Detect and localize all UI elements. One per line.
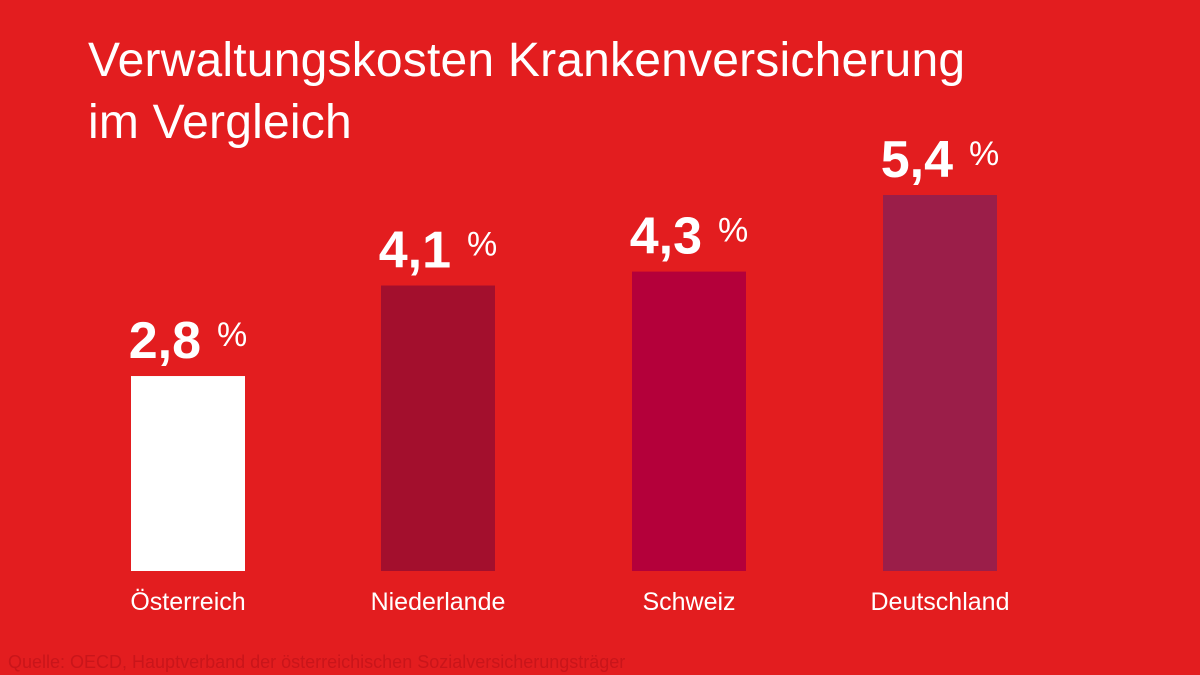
bar-group-0: 2,8 % Österreich: [129, 312, 248, 616]
bar-0: [131, 376, 245, 571]
bar-1: [381, 285, 495, 571]
value-label-0: 2,8%: [129, 312, 248, 370]
chart-title-line-2: im Vergleich: [88, 96, 352, 149]
value-unit-3: %: [969, 135, 999, 173]
bar-group-2: 4,3 % Schweiz: [630, 208, 749, 616]
category-label-0: Österreich: [130, 588, 245, 616]
value-unit-2: %: [718, 212, 748, 250]
bar-group-3: 5,4 % Deutschland: [871, 131, 1010, 616]
bar-2: [632, 271, 746, 571]
chart-title-line-1: Verwaltungskosten Krankenversicherung: [88, 34, 966, 87]
value-number-0: 2,8: [129, 312, 201, 370]
value-unit-1: %: [467, 226, 497, 264]
category-label-1: Niederlande: [371, 588, 506, 616]
value-label-1: 4,1%: [379, 222, 498, 280]
value-label-2: 4,3%: [630, 208, 749, 266]
value-label-3: 5,4%: [881, 131, 1000, 189]
chart-title: Verwaltungskosten Krankenversicherung im…: [88, 30, 1128, 154]
value-unit-0: %: [217, 316, 247, 354]
value-number-2: 4,3: [630, 208, 702, 266]
bar-group-1: 4,1 % Niederlande: [371, 222, 506, 616]
source-note: Quelle: OECD, Hauptverband der österreic…: [8, 652, 626, 672]
category-label-2: Schweiz: [642, 588, 735, 616]
bar-3: [883, 195, 997, 571]
value-number-3: 5,4: [881, 131, 953, 189]
value-number-1: 4,1: [379, 222, 451, 280]
category-label-3: Deutschland: [871, 588, 1010, 616]
